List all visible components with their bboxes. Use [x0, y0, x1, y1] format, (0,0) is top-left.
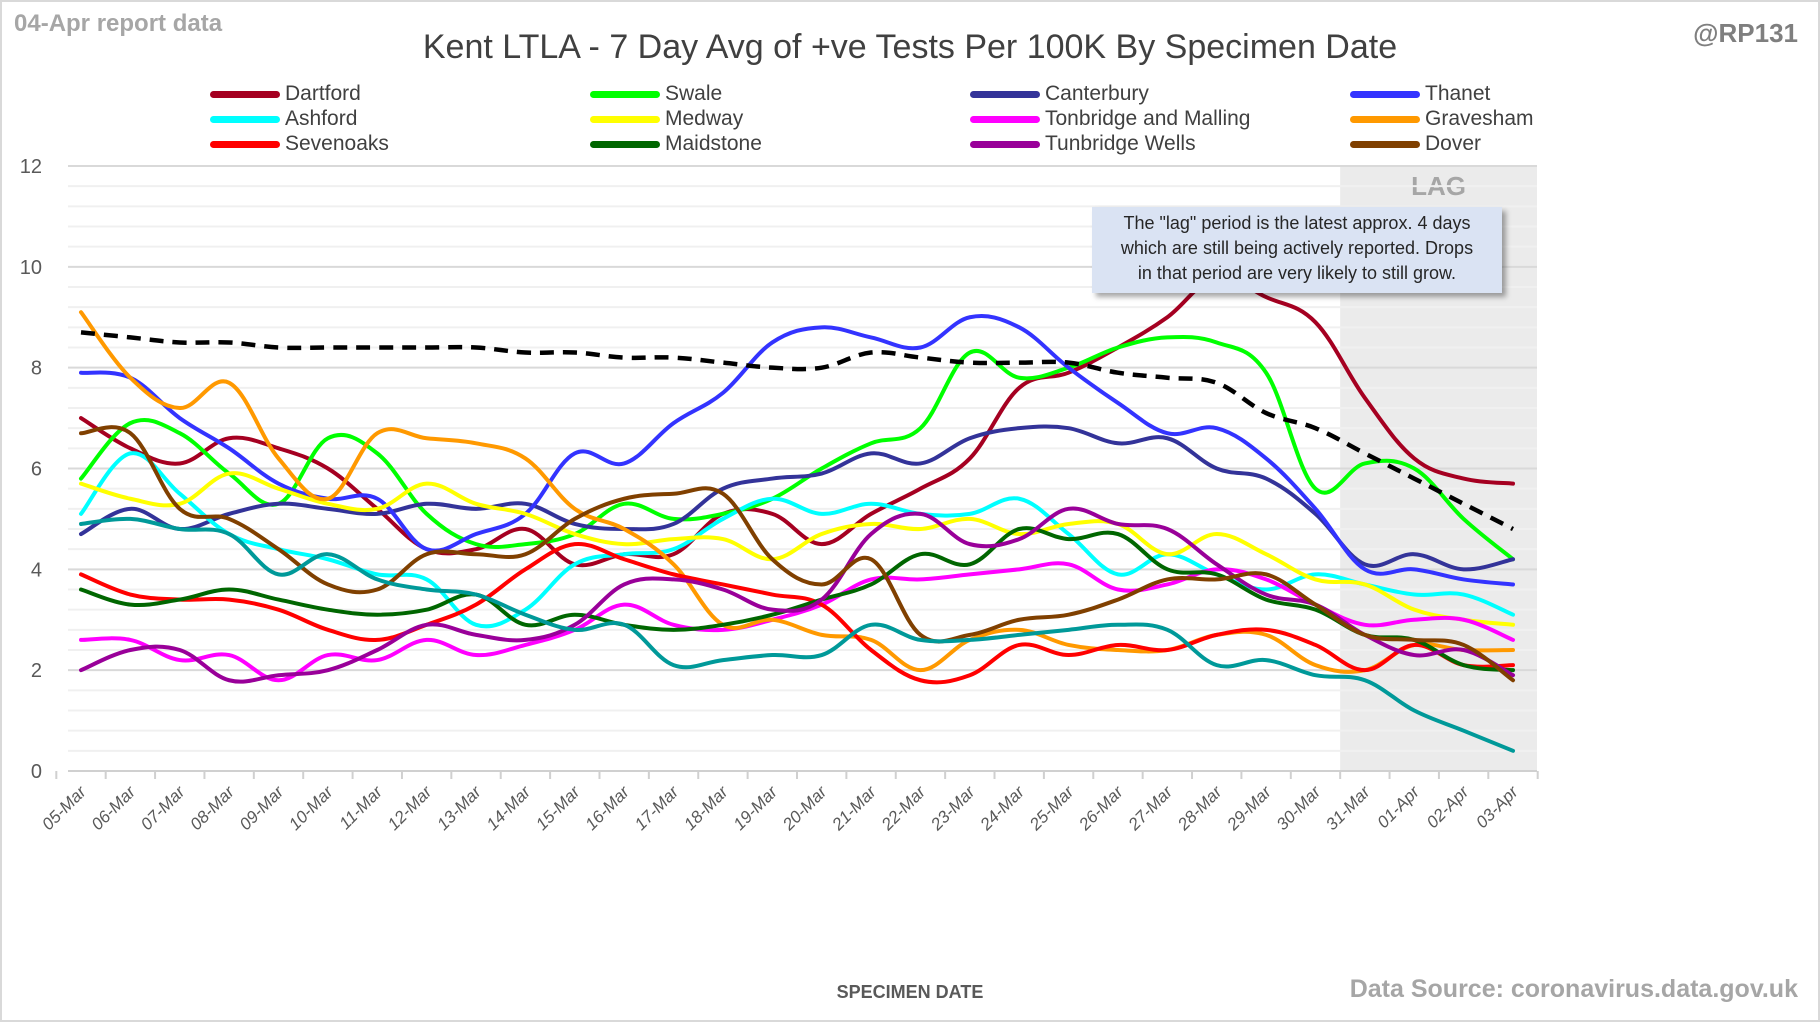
author-handle: @RP131 [1693, 18, 1798, 48]
legend-item: Swale [590, 80, 722, 108]
legend-swatch [970, 140, 1040, 148]
legend-item: Maidstone [590, 130, 762, 158]
legend: Dartford Swale Canterbury Thanet Ashford Medw… [210, 80, 1590, 170]
legend-swatch [210, 90, 280, 98]
legend-label: Tunbridge Wells [1045, 132, 1196, 155]
x-tick-label: 31-Mar [1322, 781, 1374, 833]
report-date-label: 04-Apr report data [14, 10, 223, 37]
lag-note-line: which are still being actively reported.… [1120, 238, 1474, 258]
legend-label: Sevenoaks [285, 132, 389, 155]
x-tick-label: 17-Mar [631, 781, 683, 833]
legend-item: Tonbridge and Malling [970, 105, 1250, 133]
x-tick-label: 22-Mar [877, 781, 930, 834]
y-tick-label: 12 [20, 156, 42, 178]
x-tick-label: 27-Mar [1124, 781, 1177, 834]
legend-label: Thanet [1425, 82, 1491, 105]
series-line-tonbridge-and-malling [79, 561, 1515, 683]
lag-note-box: The "lag" period is the latest approx. 4… [1092, 207, 1502, 293]
legend-label: Gravesham [1425, 107, 1534, 130]
legend-item: Thanet [1350, 80, 1490, 108]
x-tick-label: 07-Mar [137, 781, 189, 833]
series-line-ashford [79, 451, 1515, 629]
legend-item: Ashford [210, 105, 357, 133]
x-tick-label: 29-Mar [1223, 781, 1276, 834]
legend-swatch [590, 115, 660, 123]
legend-label: Canterbury [1045, 82, 1149, 105]
legend-swatch [1350, 115, 1420, 123]
legend-item: Dartford [210, 80, 361, 108]
legend-label: Ashford [285, 107, 358, 130]
legend-label: Maidstone [665, 132, 762, 155]
series-line-dover [79, 425, 1515, 683]
x-tick-label: 05-Mar [38, 781, 90, 833]
legend-label: Dartford [285, 82, 361, 105]
x-tick-label: 08-Mar [186, 781, 238, 833]
x-tick-label: 18-Mar [680, 781, 732, 833]
series-line-medway [79, 471, 1515, 627]
data-source-label: Data Source: coronavirus.data.gov.uk [1349, 975, 1798, 1003]
y-tick-label: 2 [31, 660, 42, 682]
x-tick-label: 28-Mar [1173, 781, 1226, 834]
x-axis-label: SPECIMEN DATE [836, 982, 984, 1002]
y-tick-label: 8 [31, 358, 42, 380]
y-tick-label: 10 [20, 257, 42, 279]
y-tick-label: 4 [31, 559, 42, 581]
legend-label: Dover [1425, 132, 1482, 155]
x-tick-label: 06-Mar [88, 781, 140, 833]
legend-swatch [970, 90, 1040, 98]
x-tick-label: 23-Mar [926, 781, 979, 834]
series-line-kent-average [80, 330, 1515, 532]
legend-swatch [210, 115, 280, 123]
series-line-gravesham [79, 310, 1515, 674]
lag-note-line: The "lag" period is the latest approx. 4… [1123, 213, 1471, 233]
chart-title: Kent LTLA - 7 Day Avg of +ve Tests Per 1… [422, 28, 1398, 66]
x-tick-label: 13-Mar [433, 781, 485, 833]
legend-swatch [1350, 90, 1420, 98]
series-line-dartford [79, 274, 1515, 568]
series-line-tunbridge-wells [79, 506, 1515, 684]
x-tick-label: 11-Mar [335, 781, 387, 833]
legend-item: Tunbridge Wells [970, 130, 1196, 158]
x-tick-label: 26-Mar [1075, 781, 1128, 834]
x-tick-label: 24-Mar [976, 781, 1029, 834]
x-tick-label: 09-Mar [236, 781, 288, 833]
legend-label: Tonbridge and Malling [1045, 107, 1251, 130]
series-line-unlabelled-teal-series [79, 516, 1515, 753]
x-tick-label: 15-Mar [532, 781, 584, 833]
x-tick-label: 19-Mar [730, 781, 782, 833]
legend-swatch [590, 90, 660, 98]
y-tick-label: 0 [31, 761, 42, 783]
lag-note-line: in that period are very likely to still … [1137, 263, 1457, 283]
x-tick-label: 25-Mar [1025, 781, 1078, 834]
series-line-maidstone [79, 526, 1515, 673]
legend-swatch [970, 115, 1040, 123]
y-tick-label: 6 [31, 459, 42, 481]
legend-item: Medway [590, 105, 743, 133]
x-tick-label: 21-Mar [828, 781, 881, 834]
legend-item: Canterbury [970, 80, 1149, 108]
x-tick-label: 03-Apr [1472, 781, 1522, 831]
legend-item: Sevenoaks [210, 130, 389, 158]
x-tick-label: 16-Mar [581, 781, 633, 833]
series-line-canterbury [79, 424, 1515, 572]
series-line-sevenoaks [79, 542, 1515, 685]
x-tick-label: 01-Apr [1374, 781, 1424, 831]
legend-swatch [210, 140, 280, 148]
x-tick-label: 30-Mar [1273, 781, 1325, 833]
legend-swatch [590, 140, 660, 148]
legend-label: Medway [665, 107, 744, 130]
x-tick-label: 02-Apr [1423, 781, 1473, 831]
legend-label: Swale [665, 82, 723, 105]
x-tick-label: 20-Mar [778, 781, 831, 834]
x-tick-label: 12-Mar [384, 781, 436, 833]
legend-item: Gravesham [1350, 105, 1534, 133]
legend-item: Dover [1350, 130, 1481, 158]
x-tick-label: 10-Mar [285, 781, 337, 833]
x-tick-label: 14-Mar [483, 781, 535, 833]
legend-swatch [1350, 140, 1420, 148]
